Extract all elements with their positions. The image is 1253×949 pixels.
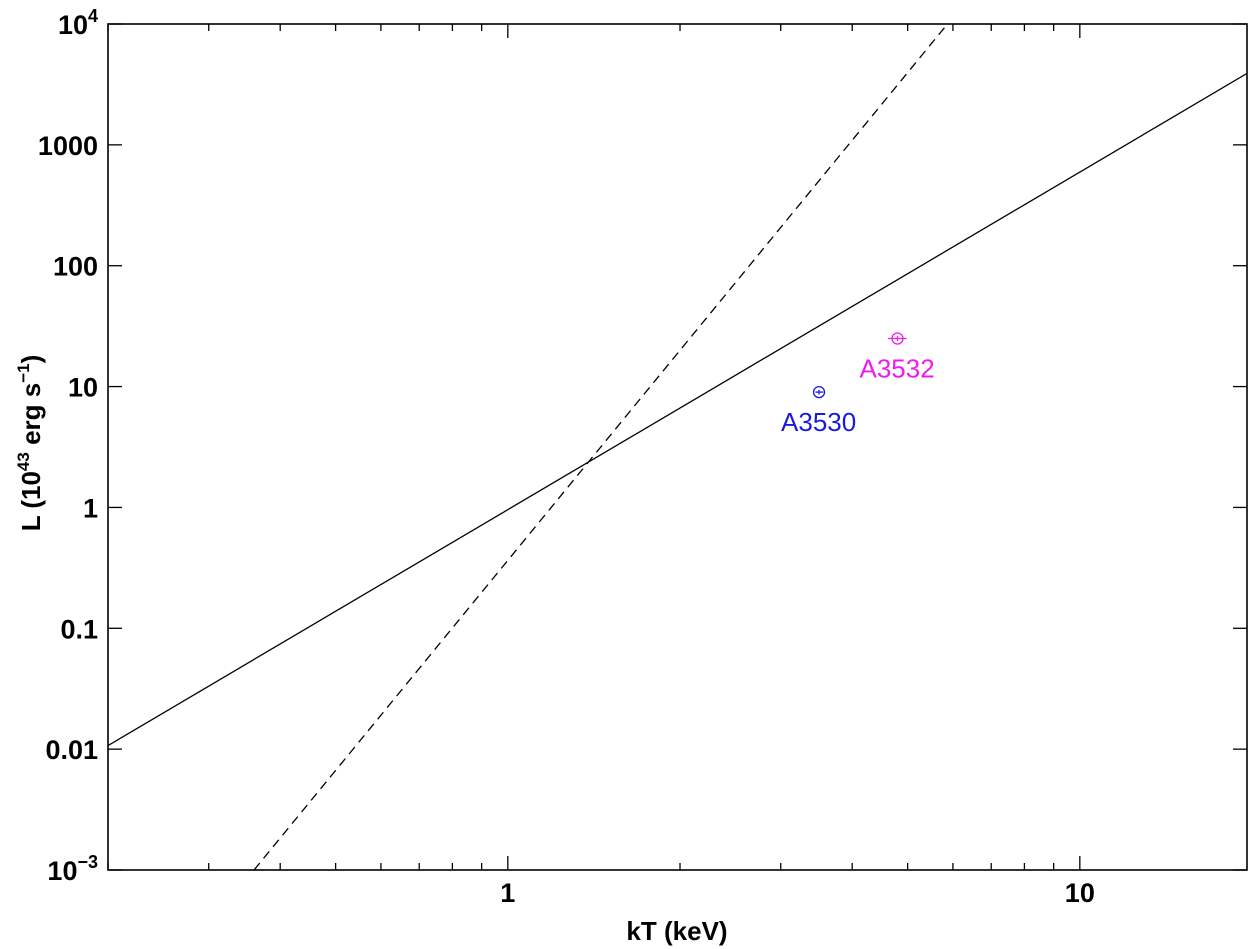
x-tick-label: 1 (500, 878, 515, 908)
plot-frame (107, 23, 1248, 871)
dashed-relation-line (253, 24, 948, 870)
y-tick-label: 0.01 (45, 735, 98, 765)
point-marker (812, 385, 826, 399)
point-label-a3532: A3532 (859, 353, 934, 383)
y-tick-label: 104 (58, 6, 98, 40)
y-tick-label: 10 (68, 373, 98, 403)
point-a3532: A3532 (859, 332, 935, 383)
y-tick-label: 100 (53, 252, 98, 282)
x-tick-label: 10 (1065, 878, 1095, 908)
series-lines (108, 24, 1247, 870)
solid-relation-line (108, 72, 1247, 747)
point-label-a3530: A3530 (781, 407, 856, 437)
point-marker (891, 332, 904, 345)
axes: 1 10 10−3 0.01 0.1 1 10 100 1000 104 (38, 6, 1248, 908)
x-axis-title: kT (keV) (626, 916, 727, 946)
y-tick-label: 10−3 (47, 852, 98, 886)
point-a3530: A3530 (781, 385, 856, 437)
y-tick-label: 1000 (38, 131, 98, 161)
y-tick-label: 1 (83, 493, 98, 523)
y-axis-title: L (1043 erg s−1) (14, 355, 46, 532)
y-tick-label: 0.1 (60, 614, 98, 644)
